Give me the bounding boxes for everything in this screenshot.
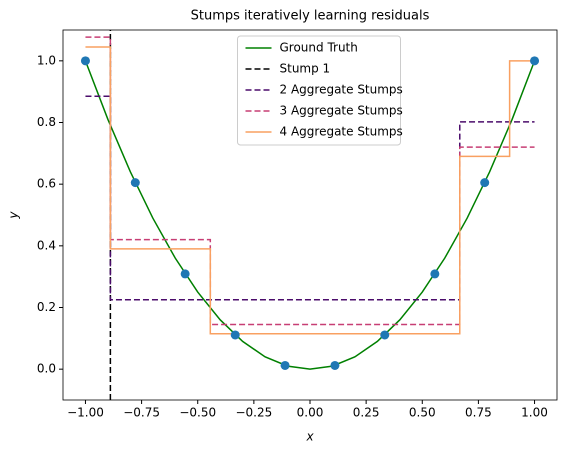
y-tick-label: 0.6: [37, 177, 56, 191]
y-tick-label: 0.2: [37, 300, 56, 314]
legend-label: Ground Truth: [280, 41, 358, 55]
x-tick-label: 0.25: [353, 406, 380, 420]
data-point: [280, 360, 290, 370]
y-axis-label: y: [7, 211, 21, 220]
x-tick-label: 0.50: [409, 406, 436, 420]
x-tick-label: −1.00: [67, 406, 104, 420]
data-point: [380, 330, 390, 340]
data-point: [480, 178, 490, 188]
x-tick-label: 0.00: [297, 406, 324, 420]
x-tick-label: −0.75: [123, 406, 160, 420]
y-tick-label: 0.4: [37, 238, 56, 252]
legend-box: [237, 35, 401, 146]
legend-label: Stump 1: [280, 62, 331, 76]
data-point: [130, 178, 140, 188]
x-axis-label: x: [305, 430, 314, 444]
legend-label: 4 Aggregate Stumps: [280, 125, 403, 139]
series-line: [85, 95, 535, 301]
x-tick-label: 0.75: [465, 406, 492, 420]
y-tick-label: 0.0: [37, 362, 56, 376]
y-tick-label: 0.8: [37, 115, 56, 129]
x-tick-label: 1.00: [521, 406, 548, 420]
legend-label: 3 Aggregate Stumps: [280, 104, 403, 118]
data-point: [80, 56, 90, 66]
y-tick-label: 1.0: [37, 53, 56, 67]
x-tick-label: −0.25: [235, 406, 272, 420]
data-point: [180, 269, 190, 279]
x-tick-label: −0.50: [179, 406, 216, 420]
data-point: [330, 360, 340, 370]
plot-area: [80, 30, 540, 400]
data-point: [530, 56, 540, 66]
legend-label: 2 Aggregate Stumps: [280, 83, 403, 97]
chart-title: Stumps iteratively learning residuals: [191, 9, 430, 24]
data-point: [430, 269, 440, 279]
data-point: [230, 330, 240, 340]
series-line: [85, 46, 535, 335]
